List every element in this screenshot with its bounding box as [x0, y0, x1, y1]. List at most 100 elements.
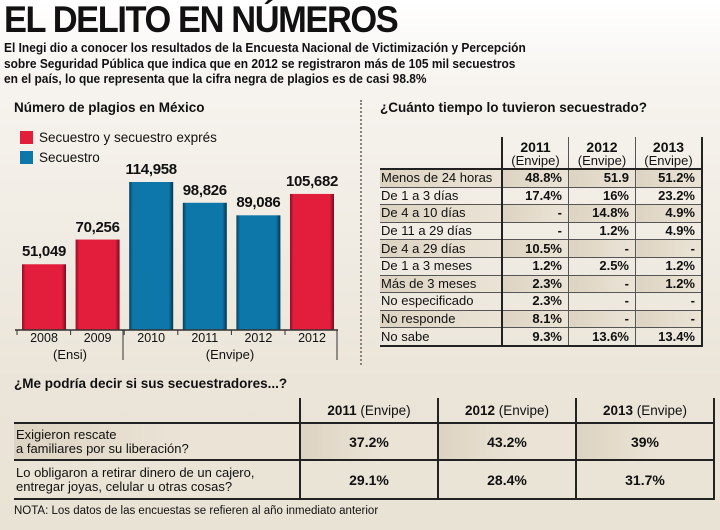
- group-label-ensi: (Ensi): [53, 347, 87, 362]
- x-tick-label: 2010: [137, 331, 166, 345]
- column-year: 2012: [464, 402, 495, 418]
- table-row: No sabe 9.3% 13.6% 13.4%: [380, 327, 703, 347]
- page-title: EL DELITO EN NÚMEROS: [4, 0, 399, 40]
- cell-value: -: [502, 204, 569, 223]
- cell-value: -: [568, 310, 636, 329]
- column-header-2011: 2011 (Envipe): [502, 137, 569, 169]
- chart-title: Número de plagios en México: [14, 100, 205, 115]
- footnote: NOTA: Los datos de las encuestas se refi…: [14, 505, 379, 517]
- cell-value: 1.2%: [635, 275, 703, 294]
- cell-value: 13.4%: [635, 327, 703, 347]
- cell-value: 48.8%: [502, 167, 569, 188]
- column-source: (Envipe): [498, 402, 550, 418]
- bar-value-label: 70,256: [75, 218, 120, 236]
- table-header-row: 2011 (Envipe) 2012 (Envipe) 2013 (Envipe…: [380, 137, 703, 169]
- row-label: No especificado: [380, 292, 503, 311]
- cell-value: 4.9%: [635, 204, 703, 223]
- section-divider: [360, 100, 362, 365]
- table-row: Más de 3 meses 2.3% -1.2%: [380, 275, 703, 294]
- column-year: 2011: [327, 402, 357, 418]
- row-label: De 4 a 29 días: [380, 239, 503, 258]
- cell-value: 37.2%: [299, 423, 438, 461]
- x-tick-label: 2008: [30, 331, 58, 345]
- duration-table: 2011 (Envipe) 2012 (Envipe) 2013 (Envipe…: [380, 137, 703, 347]
- row-label-line: entregar joyas, celular u otras cosas?: [16, 478, 233, 494]
- row-label: No sabe: [380, 327, 503, 347]
- legend-swatch-blue: [20, 151, 33, 164]
- column-source: (Envipe): [577, 153, 627, 168]
- x-tick-label: 2012: [244, 331, 273, 345]
- cell-value: 2.5%: [568, 257, 636, 276]
- bar-chart: [15, 182, 338, 360]
- captors-table: 2011 (Envipe) 2012 (Envipe) 2013 (Envipe…: [14, 398, 715, 500]
- table-row: Menos de 24 horas 48.8% 51.9 51.2%: [380, 167, 703, 188]
- legend-item-red: Secuestro y secuestro exprés: [20, 130, 217, 145]
- row-label: De 11 a 29 días: [380, 222, 503, 241]
- intro-line: sobre Seguridad Pública que indica que e…: [4, 55, 516, 71]
- column-source: (Envipe): [644, 153, 693, 168]
- column-year: 2013: [602, 402, 633, 418]
- row-label-line: Exigieron rescate: [16, 426, 117, 442]
- cell-value: 23.2%: [635, 187, 703, 206]
- intro-line: El Inegi dio a conocer los resultados de…: [4, 40, 526, 55]
- cell-value: 1.2%: [568, 222, 636, 241]
- bar-value-label: 105,682: [285, 172, 339, 190]
- table-row: Lo obligaron a retirar dinero de un caje…: [14, 460, 715, 500]
- cell-value: 17.4%: [502, 187, 569, 206]
- x-tick-label: 2012: [298, 331, 326, 345]
- table-row: De 1 a 3 días 17.4% 16% 23.2%: [380, 187, 703, 206]
- cell-value: 29.1%: [299, 460, 438, 500]
- group-label-envipe: (Envipe): [205, 347, 255, 362]
- bar-value-label: 89,086: [236, 194, 281, 212]
- cell-value: -: [568, 292, 636, 311]
- cell-value: 39%: [575, 423, 715, 461]
- row-label: Lo obligaron a retirar dinero de un caje…: [14, 460, 300, 500]
- cell-value: -: [568, 239, 636, 258]
- cell-value: 13.6%: [568, 327, 636, 347]
- row-label-line: a familiares por su liberación?: [16, 440, 189, 456]
- cell-value: -: [635, 310, 703, 329]
- cell-value: 8.1%: [502, 310, 569, 329]
- legend-item-blue: Secuestro: [20, 150, 100, 165]
- table-row: Exigieron rescate a familiares por su li…: [14, 423, 715, 461]
- bar-2012: [236, 215, 281, 330]
- table-row: De 11 a 29 días -1.2% 4.9%: [380, 222, 703, 241]
- table-row: De 1 a 3 meses 1.2% 2.5% 1.2%: [380, 257, 703, 276]
- legend-label: Secuestro y secuestro exprés: [39, 130, 217, 145]
- cell-value: 2.3%: [502, 275, 569, 294]
- row-label: Menos de 24 horas: [380, 167, 503, 188]
- cell-value: 31.7%: [575, 460, 715, 500]
- header-blank: [14, 398, 300, 424]
- legend-label: Secuestro: [39, 150, 100, 165]
- column-year: 2011: [520, 139, 551, 155]
- column-header-2012: 2012 (Envipe): [568, 137, 636, 169]
- row-label: De 1 a 3 días: [380, 187, 503, 206]
- column-header-2013: 2013 (Envipe): [635, 137, 703, 169]
- legend-swatch-red: [20, 131, 33, 144]
- row-label: Exigieron rescate a familiares por su li…: [14, 423, 300, 461]
- bar-2011: [182, 202, 227, 330]
- x-tick-label: 2011: [191, 331, 219, 345]
- cell-value: -: [635, 239, 703, 258]
- header-blank: [380, 137, 503, 169]
- table-header-row: 2011 (Envipe) 2012 (Envipe) 2013 (Envipe…: [14, 398, 715, 424]
- cell-value: 28.4%: [437, 460, 576, 500]
- cell-value: -: [635, 292, 703, 311]
- column-header-2011: 2011 (Envipe): [299, 398, 438, 424]
- bar-2008: [22, 264, 66, 330]
- cell-value: 4.9%: [635, 222, 703, 241]
- table-row: No especificado 2.3% - -: [380, 292, 703, 311]
- column-header-2013: 2013 (Envipe): [575, 398, 715, 424]
- duration-table-title: ¿Cuánto tiempo lo tuvieron secuestrado?: [380, 100, 648, 115]
- column-source: (Envipe): [360, 402, 411, 418]
- table-row: De 4 a 10 días -14.8% 4.9%: [380, 204, 703, 223]
- cell-value: 1.2%: [635, 257, 703, 276]
- cell-value: -: [502, 222, 569, 241]
- column-year: 2013: [652, 139, 685, 155]
- bar-2010: [129, 182, 174, 330]
- x-tick-label: 2009: [83, 331, 112, 345]
- bar-value-label: 98,826: [182, 181, 227, 199]
- cell-value: 43.2%: [437, 423, 576, 461]
- bar-value-label: 51,049: [21, 243, 67, 261]
- cell-value: 16%: [568, 187, 636, 206]
